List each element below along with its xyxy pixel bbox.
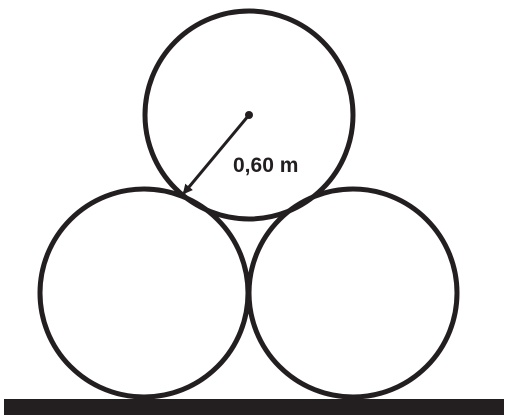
ground-bar [4, 399, 504, 415]
bottom-left-circle [37, 186, 251, 400]
bottom-right-circle [246, 186, 460, 400]
radius-arrow [182, 114, 251, 195]
radius-label: 0,60 m [233, 154, 298, 177]
top-circle [142, 8, 356, 222]
